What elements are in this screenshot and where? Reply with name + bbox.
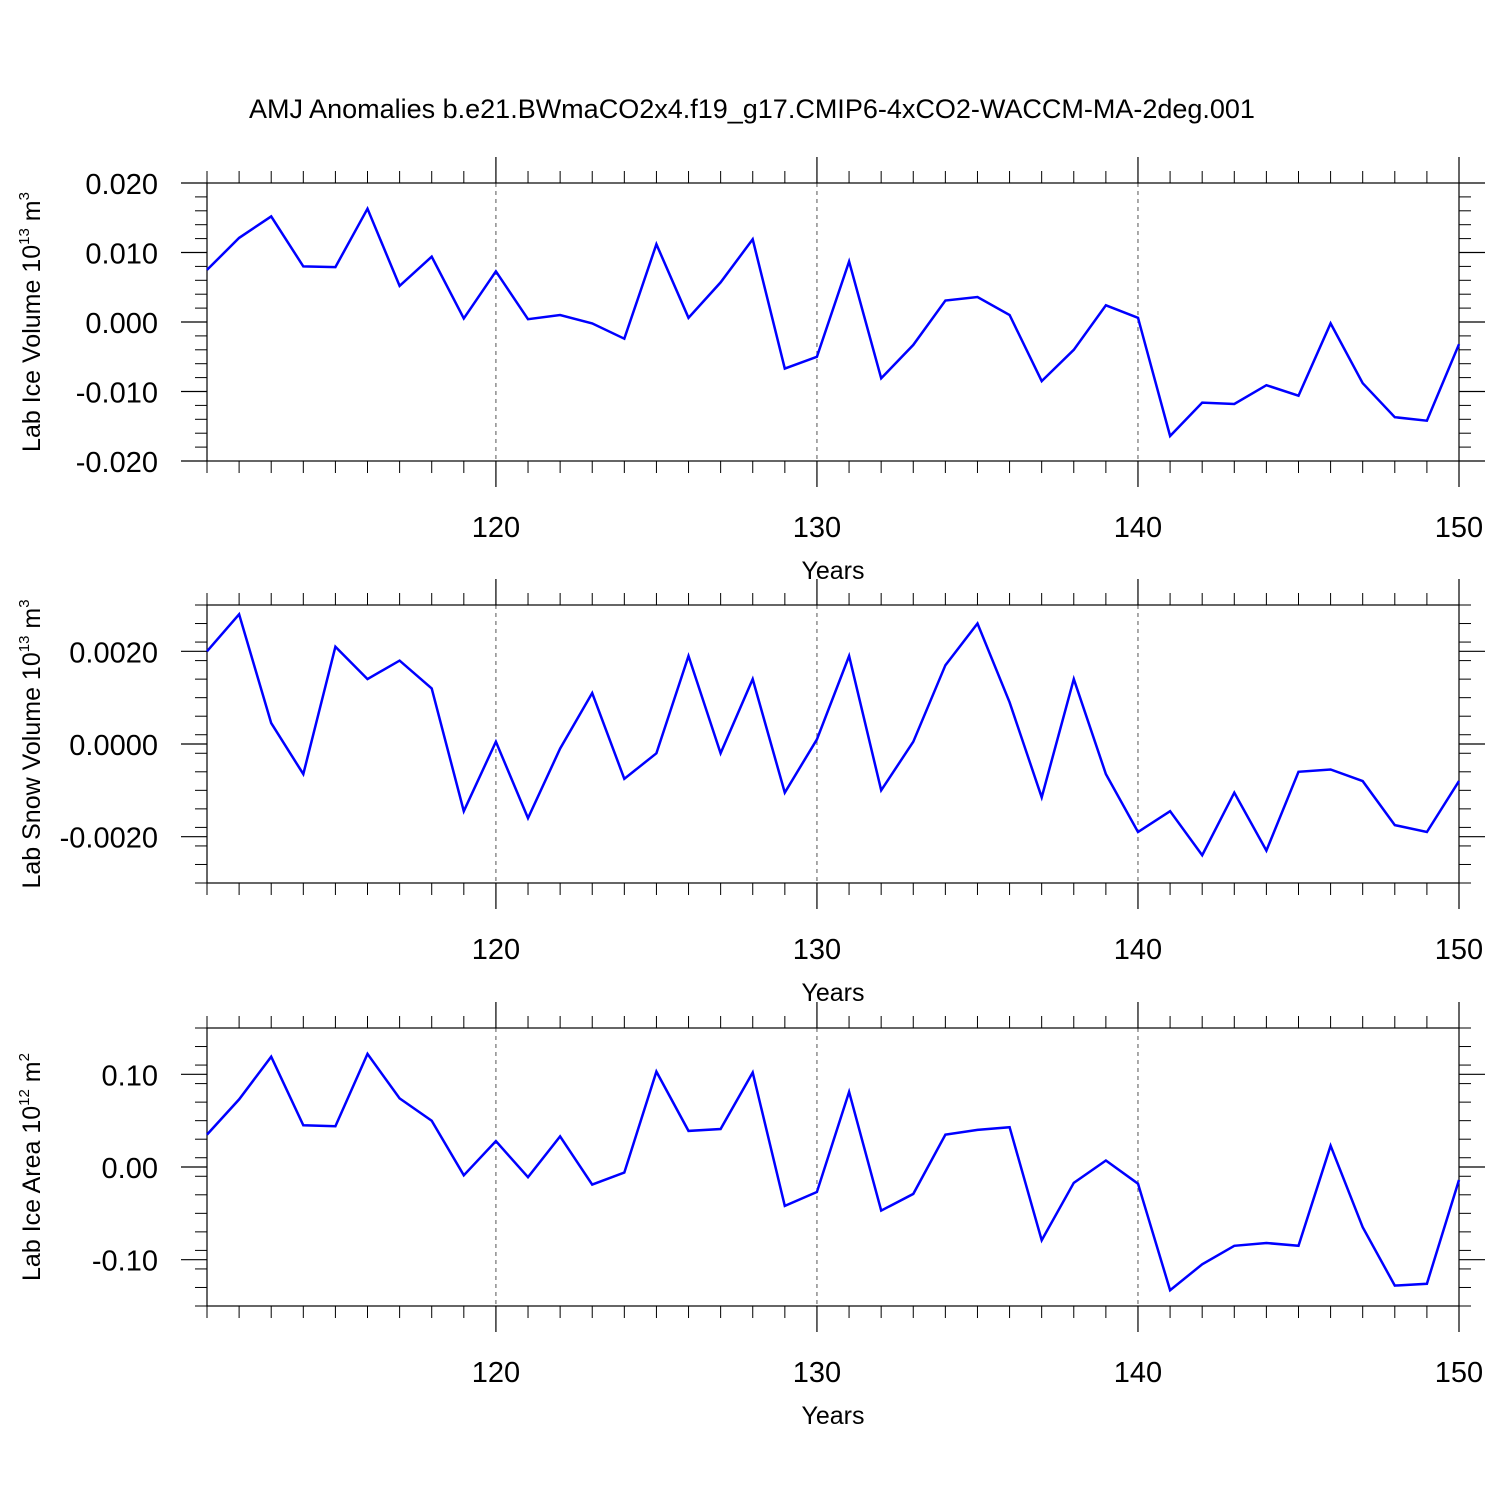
y-tick-label: 0.020 [85,169,158,201]
y-tick-label: -0.0020 [60,823,158,855]
chart-title: AMJ Anomalies b.e21.BWmaCO2x4.f19_g17.CM… [249,94,1255,124]
y-axis-label: Lab Snow Volume 1013 m3 [16,599,46,888]
plot-frame [206,604,1460,884]
x-axis-label: Years [801,557,864,585]
y-tick-label: 0.00 [102,1153,158,1185]
y-tick-label: 0.0000 [69,730,158,762]
panel-1: 120 130 140 150 0.020 0.010 0.000 -0.010 -0.020 Y… [16,157,1485,585]
y-tick-label: 0.0020 [69,637,158,669]
x-tick-label: 150 [1435,512,1483,544]
y-tick-label: -0.020 [76,447,158,479]
y-axis-label: Lab Ice Volume 1013 m3 [16,192,46,452]
plot-frame [206,1027,1460,1307]
y-tick-label: -0.10 [92,1246,158,1278]
series-line [206,205,1461,439]
x-tick-label: 120 [472,512,520,544]
x-tick-label: 130 [793,512,841,544]
x-tick-label: 130 [793,934,841,966]
y-tick-label: 0.010 [85,239,158,271]
y-axis-label: Lab Ice Area 1012 m2 [16,1053,46,1281]
x-tick-label: 140 [1114,1357,1162,1389]
panel-3: 120 130 140 150 0.10 0.00 -0.10 Years Lab Ice Ar… [16,1002,1485,1430]
x-tick-label: 130 [793,1357,841,1389]
series-line [206,1051,1461,1293]
x-tick-label: 120 [472,934,520,966]
y-tick-label: -0.010 [76,378,158,410]
x-tick-label: 150 [1435,934,1483,966]
y-tick-label: 0.10 [102,1060,158,1092]
x-tick-label: 140 [1114,934,1162,966]
panel-2: 120 130 140 150 0.0020 0.0000 -0.0020 Years Lab … [16,579,1485,1007]
x-tick-label: 150 [1435,1357,1483,1389]
x-tick-label: 120 [472,1357,520,1389]
x-tick-label: 140 [1114,512,1162,544]
y-tick-label: 0.000 [85,308,158,340]
plot-frame [206,182,1460,462]
series-line [206,611,1461,858]
x-axis-label: Years [801,979,864,1007]
x-axis-label: Years [801,1402,864,1430]
